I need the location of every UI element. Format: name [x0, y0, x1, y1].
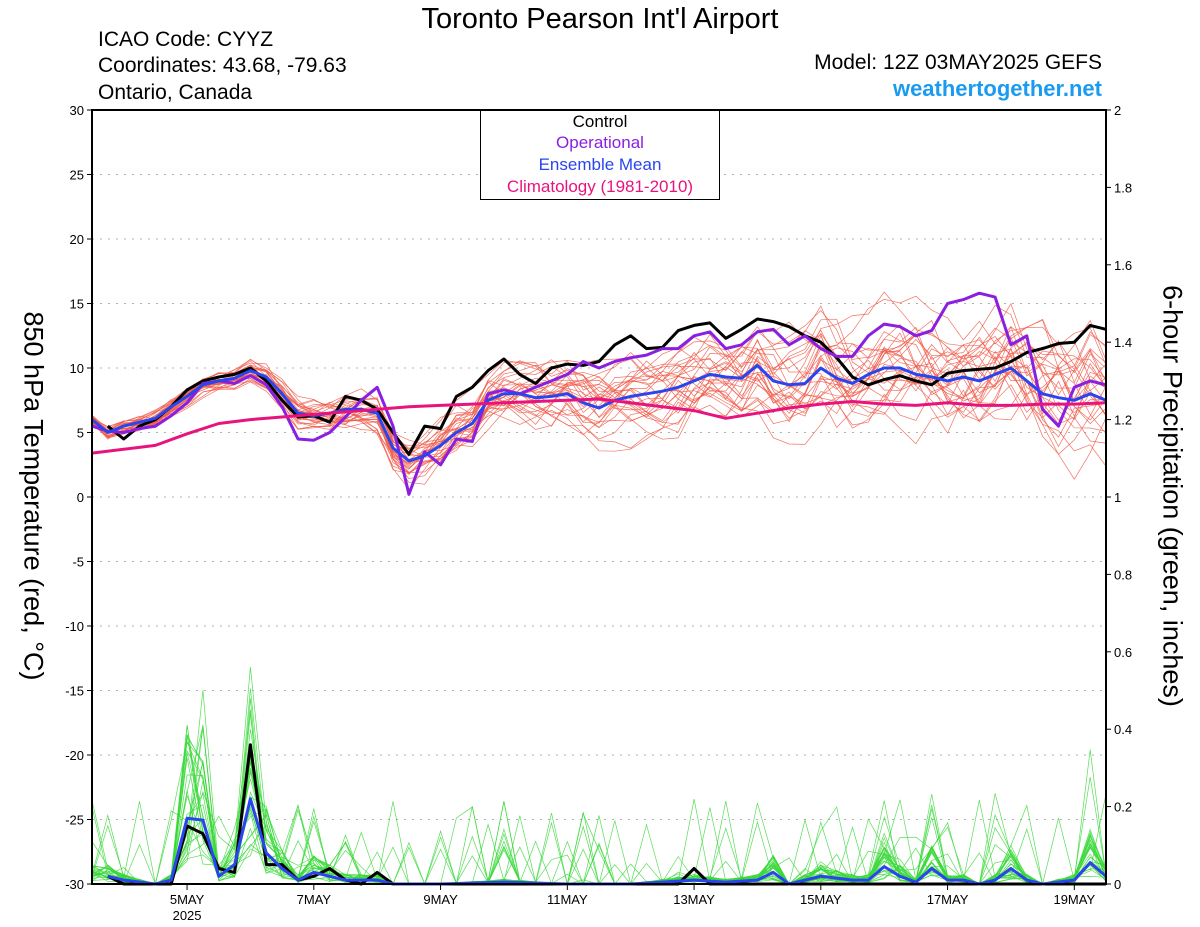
legend-operational: Operational — [556, 133, 644, 152]
model-run: Model: 12Z 03MAY2025 GEFS — [814, 51, 1102, 74]
y-tick-label-left: 5 — [77, 426, 84, 441]
y-axis-label-left: 850 hPa Temperature (red, °C) — [18, 311, 49, 681]
y-tick-label-left: -30 — [65, 877, 84, 892]
member-temperature-line — [91, 291, 1107, 490]
site-link[interactable]: weathertogether.net — [892, 76, 1102, 101]
legend-ensemble-mean: Ensemble Mean — [538, 155, 662, 174]
x-tick-sublabel: 2025 — [173, 908, 202, 923]
y-tick-label-left: -10 — [65, 619, 84, 634]
y-tick-label-left: -20 — [65, 748, 84, 763]
temp-line-operational — [91, 291, 1107, 496]
y-tick-label-right: 0.4 — [1114, 722, 1132, 737]
y-tick-label-right: 0.2 — [1114, 800, 1132, 815]
series-lines — [91, 291, 1107, 886]
y-tick-label-left: -25 — [65, 813, 84, 828]
x-tick-label: 13MAY — [673, 892, 715, 907]
grid — [92, 174, 1106, 820]
region: Ontario, Canada — [98, 81, 253, 104]
y-tick-label-right: 1.6 — [1114, 258, 1132, 273]
y-tick-label-right: 1 — [1114, 490, 1121, 505]
y-tick-label-right: 1.8 — [1114, 180, 1132, 195]
coordinates: Coordinates: 43.68, -79.63 — [98, 54, 347, 77]
y-tick-label-left: -5 — [72, 555, 84, 570]
temp-line-climatology — [91, 397, 1107, 455]
member-temperature-line — [91, 327, 1107, 470]
icao-code: ICAO Code: CYYZ — [98, 28, 274, 51]
y-tick-label-left: 10 — [70, 361, 84, 376]
y-tick-label-right: 1.4 — [1114, 335, 1132, 350]
member-temperature-line — [91, 338, 1107, 458]
legend-control: Control — [572, 112, 628, 131]
legend: Control Operational Ensemble Mean Climat… — [480, 110, 720, 200]
x-tick-label: 15MAY — [800, 892, 842, 907]
member-temperature-line — [91, 348, 1107, 475]
x-tick-label: 17MAY — [927, 892, 969, 907]
x-tick-label: 5MAY — [170, 892, 205, 907]
temp-line-ensemble-mean — [91, 363, 1107, 463]
member-precipitation-line — [91, 698, 1107, 885]
y-tick-label-left: 30 — [70, 103, 84, 118]
y-tick-label-left: -15 — [65, 684, 84, 699]
member-temperature-line — [91, 331, 1107, 450]
x-tick-label: 11MAY — [547, 892, 588, 907]
y-tick-label-left: 25 — [70, 168, 84, 183]
y-tick-label-right: 2 — [1114, 103, 1121, 118]
y-tick-label-right: 1.2 — [1114, 413, 1132, 428]
y-tick-label-left: 15 — [70, 297, 84, 312]
y-tick-label-right: 0 — [1114, 877, 1121, 892]
x-tick-label: 19MAY — [1053, 892, 1095, 907]
y-tick-label-left: 0 — [77, 490, 84, 505]
member-precipitation-line — [91, 725, 1107, 885]
member-temperature-line — [91, 326, 1107, 454]
axis-ticks: 302520151050-5-10-15-20-25-3021.81.61.41… — [65, 103, 1132, 923]
x-tick-label: 7MAY — [297, 892, 332, 907]
x-tick-label: 9MAY — [423, 892, 458, 907]
member-temperature-line — [91, 331, 1107, 461]
member-temperature-line — [91, 319, 1107, 485]
legend-climatology: Climatology (1981-2010) — [506, 177, 694, 196]
member-temperature-line — [91, 304, 1107, 446]
y-tick-label-left: 20 — [70, 232, 84, 247]
chart-title: Toronto Pearson Int'l Airport — [421, 3, 779, 35]
y-tick-label-right: 0.6 — [1114, 645, 1132, 660]
y-tick-label-right: 0.8 — [1114, 567, 1132, 582]
ensemble-members-precipitation — [91, 667, 1107, 885]
y-axis-label-right: 6-hour Precipitation (green, inches) — [1157, 285, 1188, 707]
ensemble-members-temperature — [91, 291, 1107, 490]
